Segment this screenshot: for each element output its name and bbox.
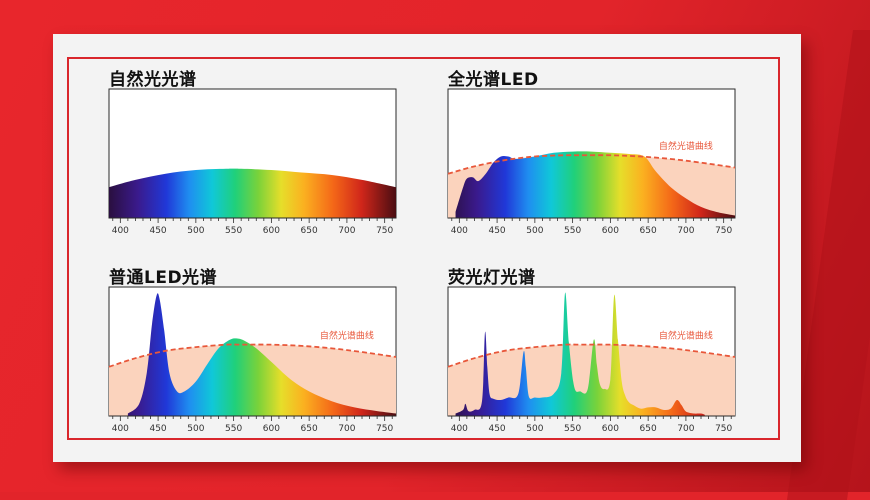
panel-title-fluorescent: 荧光灯光谱 — [448, 268, 536, 288]
spectrum-area — [455, 292, 705, 416]
card-border — [67, 57, 780, 440]
chart-fluorescent: 自然光谱曲线 400 450 500 550 600 650 700 750 — [447, 286, 736, 434]
x-tick-label: 450 — [488, 424, 505, 434]
panel-title-natural: 自然光光谱 — [109, 70, 197, 90]
reference-curve — [108, 343, 397, 368]
x-tick-label: 450 — [149, 226, 166, 236]
x-tick-label: 600 — [263, 424, 280, 434]
x-tick-label: 700 — [677, 424, 694, 434]
x-tick-label: 700 — [677, 226, 694, 236]
reference-label: 自然光谱曲线 — [659, 329, 713, 341]
reference-label: 自然光谱曲线 — [320, 329, 374, 341]
chart-ordinary-led: 自然光谱曲线 400 450 500 550 600 650 700 750 — [108, 286, 397, 434]
x-tick-label: 550 — [564, 424, 581, 434]
x-tick-label: 600 — [602, 424, 619, 434]
reference-curve — [447, 343, 736, 368]
panel-title-ordinary-led: 普通LED光谱 — [109, 268, 218, 288]
spectrum-area — [109, 168, 396, 218]
x-tick-label: 450 — [488, 226, 505, 236]
x-tick-label: 500 — [526, 226, 543, 236]
spectrum-area — [127, 293, 396, 416]
x-tick-label: 750 — [376, 424, 393, 434]
x-tick-label: 550 — [225, 226, 242, 236]
x-tick-label: 550 — [225, 424, 242, 434]
x-tick-label: 650 — [301, 424, 318, 434]
x-tick-label: 500 — [187, 226, 204, 236]
x-tick-label: 650 — [301, 226, 318, 236]
spectrum-area — [455, 151, 735, 218]
x-tick-label: 650 — [640, 226, 657, 236]
chart-full-spectrum-led: 自然光谱曲线 400 450 500 550 600 650 700 750 — [447, 88, 736, 236]
chart-natural-light: 400 450 500 550 600 650 700 750 — [108, 88, 397, 236]
x-tick-label: 650 — [640, 424, 657, 434]
x-tick-label: 700 — [338, 424, 355, 434]
reference-label: 自然光谱曲线 — [659, 140, 713, 152]
x-tick-label: 600 — [263, 226, 280, 236]
x-tick-label: 750 — [715, 226, 732, 236]
panel-title-full-spectrum-led: 全光谱LED — [448, 70, 539, 90]
x-tick-label: 450 — [149, 424, 166, 434]
x-tick-label: 600 — [602, 226, 619, 236]
x-tick-label: 400 — [451, 226, 468, 236]
x-tick-label: 550 — [564, 226, 581, 236]
x-tick-label: 400 — [112, 424, 129, 434]
x-tick-label: 400 — [112, 226, 129, 236]
x-tick-label: 500 — [526, 424, 543, 434]
x-tick-label: 750 — [715, 424, 732, 434]
x-tick-label: 750 — [376, 226, 393, 236]
x-tick-label: 500 — [187, 424, 204, 434]
x-tick-label: 700 — [338, 226, 355, 236]
x-tick-label: 400 — [451, 424, 468, 434]
reference-curve — [447, 154, 736, 175]
